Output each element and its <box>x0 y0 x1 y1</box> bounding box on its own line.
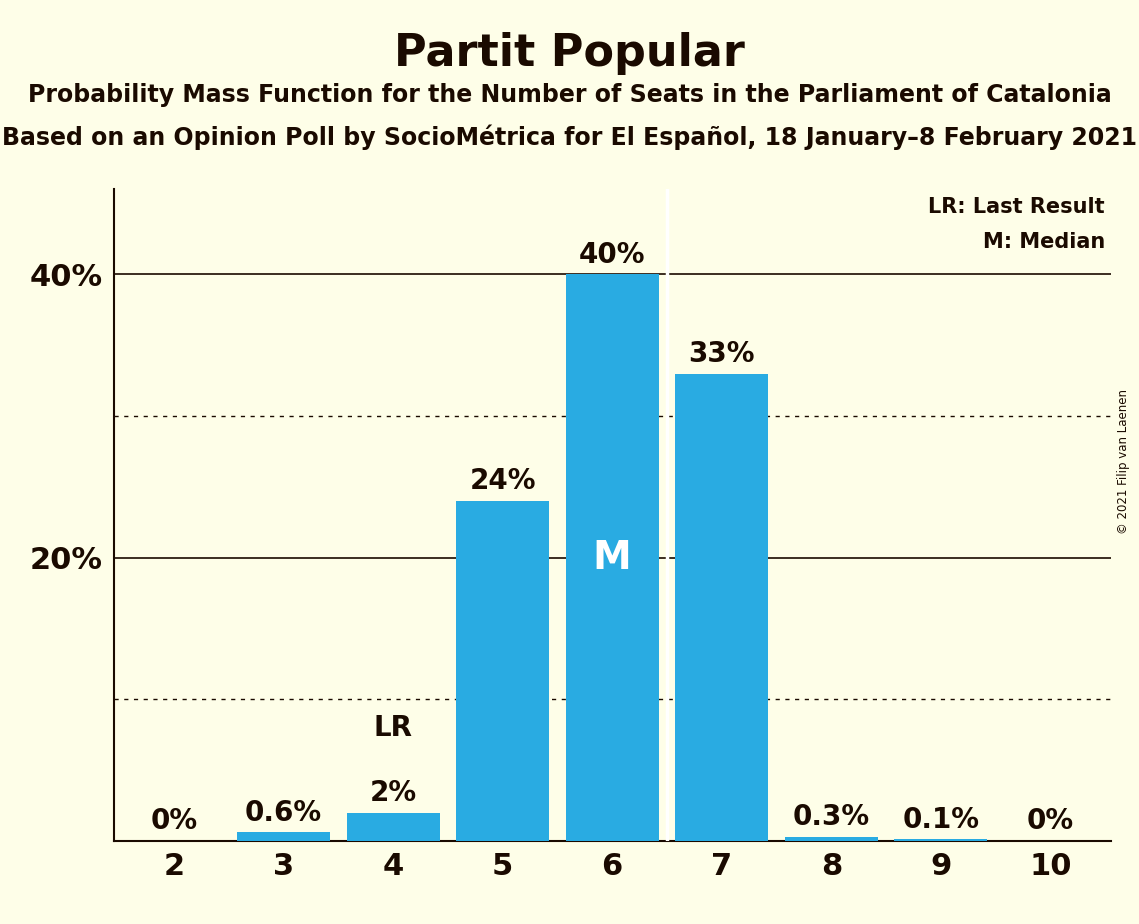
Bar <box>894 839 988 841</box>
Bar <box>456 501 549 841</box>
Text: Probability Mass Function for the Number of Seats in the Parliament of Catalonia: Probability Mass Function for the Number… <box>27 83 1112 107</box>
Text: 0.1%: 0.1% <box>902 806 980 833</box>
Text: 33%: 33% <box>688 340 755 368</box>
Bar <box>566 274 658 841</box>
Text: 0%: 0% <box>1026 808 1074 835</box>
Text: LR: LR <box>374 713 412 742</box>
Text: 0.3%: 0.3% <box>793 803 870 831</box>
Text: 0.6%: 0.6% <box>245 798 322 827</box>
Text: 0%: 0% <box>150 808 198 835</box>
Bar <box>346 812 440 841</box>
Text: M: Median: M: Median <box>983 232 1105 252</box>
Text: 24%: 24% <box>469 468 536 495</box>
Bar <box>237 833 330 841</box>
Text: M: M <box>592 539 632 577</box>
Text: 40%: 40% <box>579 241 646 269</box>
Text: LR: Last Result: LR: Last Result <box>928 197 1105 216</box>
Text: Based on an Opinion Poll by SocioMétrica for El Español, 18 January–8 February 2: Based on an Opinion Poll by SocioMétrica… <box>2 125 1137 151</box>
Bar <box>675 373 769 841</box>
Text: © 2021 Filip van Laenen: © 2021 Filip van Laenen <box>1117 390 1130 534</box>
Text: Partit Popular: Partit Popular <box>394 32 745 76</box>
Bar <box>785 836 878 841</box>
Text: 2%: 2% <box>370 779 417 807</box>
